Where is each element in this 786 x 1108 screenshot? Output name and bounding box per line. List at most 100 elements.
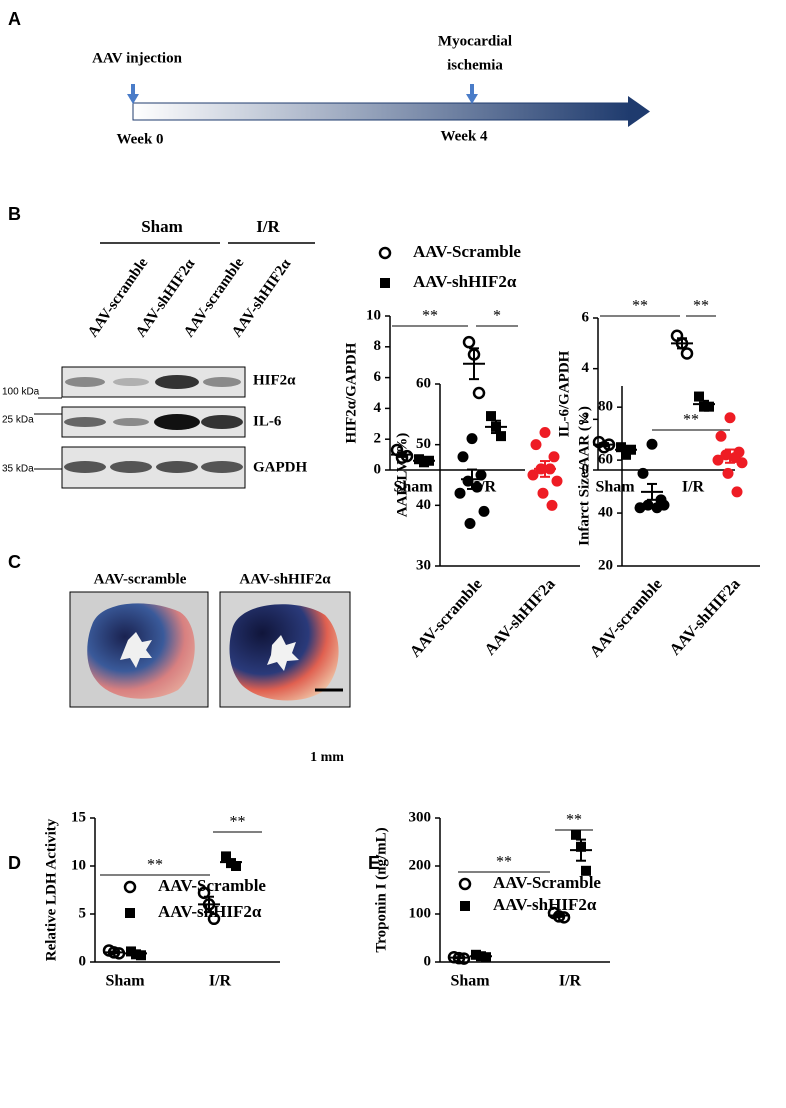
western-blot: Sham I/R AAV-scramble AAV-shHIF2α AAV-sc… <box>2 217 315 489</box>
band <box>154 414 200 430</box>
significance-label: ** <box>147 857 163 874</box>
data-point <box>454 487 466 499</box>
data-point <box>537 487 549 499</box>
week-label: Week 0 <box>116 131 163 147</box>
data-point <box>530 439 542 451</box>
group-label: I/R <box>256 217 280 236</box>
y-tick-label: 20 <box>598 557 613 573</box>
y-tick-label: 6 <box>374 369 382 385</box>
panel-label: A <box>8 9 21 29</box>
kda-label: 35 kDa <box>2 464 34 475</box>
panel-label: B <box>8 204 21 224</box>
significance-label: ** <box>683 412 699 429</box>
image-label: AAV-scramble <box>94 571 187 587</box>
legend-marker <box>125 908 135 918</box>
legend-label: AAV-Scramble <box>413 242 521 261</box>
y-tick-label: 5 <box>79 905 87 921</box>
y-tick-label: 200 <box>409 857 432 873</box>
band <box>64 461 106 473</box>
band <box>156 461 198 473</box>
scale-label: 1 mm <box>310 750 344 765</box>
kda-label: 25 kDa <box>2 415 34 426</box>
y-tick-label: 6 <box>582 309 590 325</box>
data-point <box>197 886 211 900</box>
legend-marker <box>458 877 472 891</box>
data-point <box>712 454 724 466</box>
event-label: ischemia <box>447 57 503 73</box>
data-point <box>571 829 581 840</box>
y-tick-label: 50 <box>416 436 431 452</box>
data-point <box>736 457 748 469</box>
y-tick-label: 15 <box>71 809 86 825</box>
significance-label: ** <box>422 308 438 325</box>
timeline-bar <box>132 102 631 121</box>
y-tick-label: 0 <box>374 461 382 477</box>
heart-images: AAV-scramble AAV-shHIF2α 1 mm <box>69 571 351 765</box>
x-tick-label: I/R <box>209 973 232 990</box>
y-axis-label: IL-6/GAPDH <box>556 350 572 437</box>
kda-label: 100 kDa <box>2 387 40 398</box>
x-tick-label: I/R <box>559 973 582 990</box>
y-tick-label: 80 <box>598 399 613 415</box>
panel-label: C <box>8 552 21 572</box>
significance-label: ** <box>230 814 246 831</box>
band <box>113 378 149 386</box>
panel-label: E <box>368 853 380 873</box>
band <box>201 415 243 429</box>
x-tick-label: AAV-shHIF2a <box>482 576 559 659</box>
band <box>65 377 105 387</box>
y-axis-label: Relative LDH Activity <box>43 818 59 961</box>
y-tick-label: 40 <box>416 497 431 513</box>
x-tick-label: Sham <box>105 973 145 990</box>
data-point <box>539 427 551 439</box>
y-axis-label: AAR/LV (%) <box>394 433 410 518</box>
data-point <box>581 865 591 876</box>
y-tick-label: 8 <box>374 338 382 354</box>
data-point <box>527 469 539 481</box>
legend-label: AAV-shHIF2α <box>413 272 517 291</box>
legend-label: AAV-Scramble <box>493 873 601 892</box>
protein-label: HIF2α <box>253 372 296 388</box>
legend-marker <box>123 880 137 894</box>
data-point <box>466 433 478 445</box>
image-label: AAV-shHIF2α <box>239 571 331 587</box>
y-tick-label: 2 <box>582 411 590 427</box>
y-axis-label: Troponin I (ng/mL) <box>373 827 389 952</box>
legend-marker <box>460 901 470 911</box>
data-point <box>658 499 670 511</box>
legend-label: AAV-shHIF2α <box>158 902 262 921</box>
x-tick-label: AAV-shHIF2a <box>667 576 744 659</box>
y-tick-label: 100 <box>409 905 432 921</box>
protein-label: IL-6 <box>253 413 282 429</box>
x-tick-label: Sham <box>393 479 433 496</box>
data-point <box>731 486 743 498</box>
data-point <box>496 431 506 442</box>
legend-marker <box>380 278 390 288</box>
data-point <box>621 449 631 460</box>
data-point <box>551 475 563 487</box>
panel-label: D <box>8 853 21 873</box>
band <box>64 417 106 427</box>
data-point <box>207 912 221 926</box>
week-label: Week 4 <box>440 128 488 144</box>
significance-label: ** <box>496 854 512 871</box>
data-point <box>471 481 483 493</box>
y-tick-label: 300 <box>409 809 432 825</box>
data-point <box>478 505 490 517</box>
y-tick-label: 40 <box>598 504 613 520</box>
y-tick-label: 10 <box>366 307 381 323</box>
y-tick-label: 2 <box>374 431 382 447</box>
data-point <box>694 391 704 402</box>
data-point <box>680 347 694 360</box>
data-point <box>472 386 486 400</box>
y-tick-label: 0 <box>424 953 432 969</box>
y-tick-label: 60 <box>416 375 431 391</box>
event-arrow-head <box>466 94 478 104</box>
data-point <box>486 411 496 422</box>
x-tick-label: I/R <box>682 479 705 496</box>
protein-label: GAPDH <box>253 459 307 475</box>
y-tick-label: 4 <box>582 360 590 376</box>
event-label: AAV injection <box>92 50 183 66</box>
y-tick-label: 10 <box>71 857 86 873</box>
